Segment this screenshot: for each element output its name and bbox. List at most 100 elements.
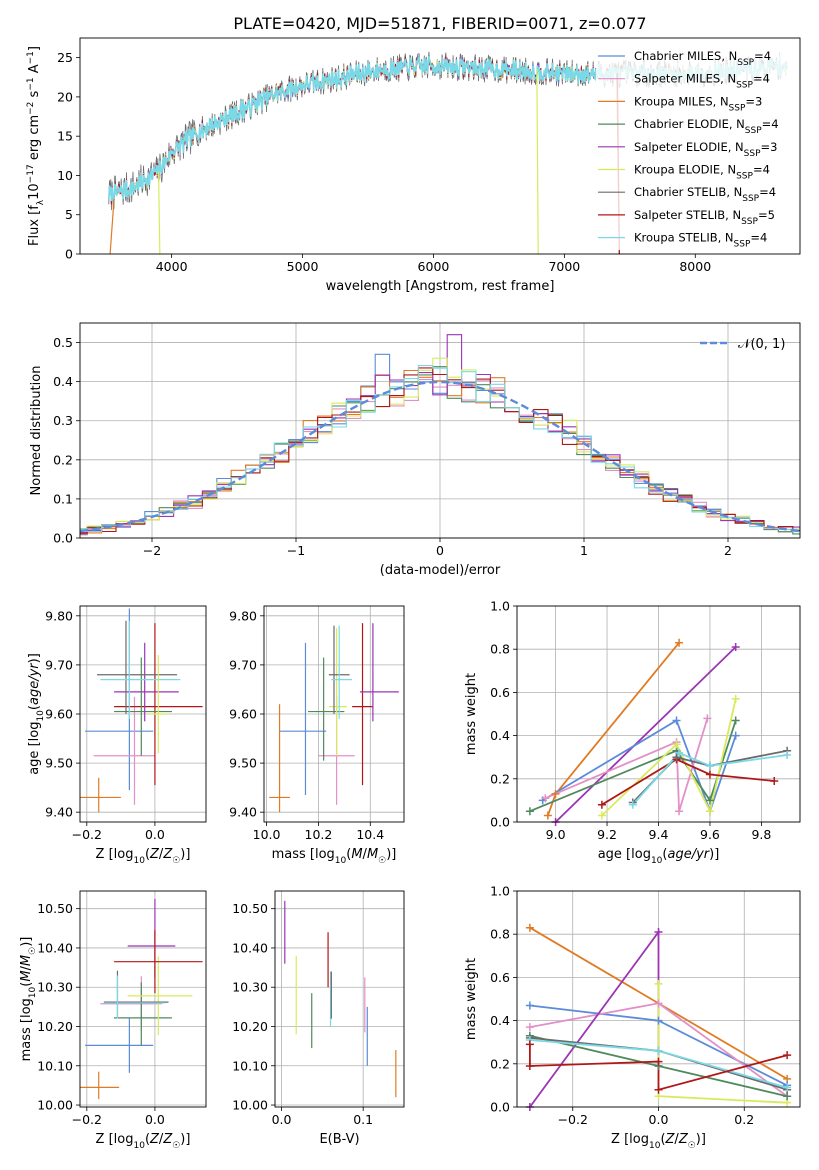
weight-marker-salpeter-miles: [541, 794, 550, 803]
x-tick-label: −1: [287, 543, 305, 558]
label-part: 10: [36, 710, 46, 722]
legend-label-kroupa-miles: Kroupa MILES, NSSP=3: [634, 94, 762, 113]
histogram-salpeter-stelib: [80, 367, 800, 534]
label-part: mass [log: [272, 847, 335, 862]
y-tick-label: 9.40: [45, 805, 73, 820]
y-tick-label: 25: [57, 50, 73, 65]
x-tick-label: 0.0: [272, 1112, 292, 1127]
label-part: =4: [750, 231, 767, 245]
label-part: SSP: [736, 172, 753, 182]
y-tick-label: 0.4: [53, 374, 73, 389]
weight-line-salpeter-miles: [544, 718, 709, 812]
y-tick-label: 10.10: [37, 1058, 73, 1073]
legend-label-chabrier-miles: Chabrier MILES, NSSP=4: [634, 49, 771, 68]
axes-frame: [516, 605, 801, 823]
y-tick-label: 0.2: [490, 771, 510, 786]
label-part: Chabrier ELODIE, N: [634, 117, 745, 131]
label-part: Z: [162, 1132, 173, 1147]
x-tick-label: 8000: [679, 259, 711, 274]
x-axis-label: Z [log10(Z/Z☉)]: [96, 847, 191, 866]
label-part: ☉: [378, 856, 386, 866]
x-tick-label: 2: [724, 543, 732, 558]
label-part: SSP: [729, 103, 746, 113]
x-tick-label: 0: [436, 543, 444, 558]
weight-marker-salpeter-stelib: [705, 770, 714, 779]
label-part: λ: [36, 199, 46, 205]
y-tick-label: 1.0: [490, 599, 510, 614]
y-tick-label: 10.40: [37, 940, 73, 955]
weight-marker-kroupa-elodie: [672, 740, 681, 749]
weight-marker-salpeter-stelib: [654, 1057, 663, 1066]
weight-marker-salpeter-miles: [703, 714, 712, 723]
y-tick-label: 0: [65, 247, 73, 262]
label-part: Kroupa ELODIE, N: [634, 163, 736, 177]
chart-age-vs-Z: −0.2 0.09.409.509.609.709.80Z [log10(Z/Z☉…: [27, 605, 207, 866]
y-tick-label: 0.4: [490, 728, 510, 743]
axes-frame: [79, 890, 207, 1108]
label-part: Z [log: [96, 1132, 134, 1147]
weight-line-chabrier-elodie: [529, 720, 737, 813]
normal-reference-curve: [80, 380, 800, 533]
label-part: )]: [27, 653, 42, 663]
histogram-chabrier-elodie: [80, 366, 800, 535]
x-tick-label: 0.2: [734, 1112, 754, 1127]
weight-marker-chabrier-elodie: [731, 716, 740, 725]
y-tick-label: 10: [57, 168, 73, 183]
y-tick-label: 1.0: [490, 884, 510, 899]
label-part: 10: [649, 1141, 661, 1151]
label-part: mass weight: [464, 673, 479, 755]
weight-marker-chabrier-elodie: [525, 807, 534, 816]
axes-frame: [79, 322, 801, 539]
spectrum-edge-kroupa-elodie: [536, 69, 539, 254]
axes-frame: [516, 890, 801, 1108]
spectrum-edge-kroupa-elodie: [157, 171, 161, 254]
y-tick-label: 9.40: [229, 805, 257, 820]
weight-marker-kroupa-stelib: [705, 761, 714, 770]
axes-frame: [79, 37, 801, 255]
legend-label-salpeter-miles: Salpeter MILES, NSSP=4: [634, 72, 770, 91]
label-part: age/yr: [27, 662, 42, 705]
x-tick-label: −0.2: [558, 1112, 588, 1127]
label-part: (: [19, 982, 34, 987]
weight-line-salpeter-elodie: [554, 646, 737, 822]
weight-marker-salpeter-stelib: [525, 1040, 534, 1049]
weight-marker-kroupa-stelib: [783, 1083, 792, 1092]
label-part: Salpeter STELIB, N: [634, 208, 741, 222]
weight-marker-salpeter-miles: [525, 1023, 534, 1032]
y-axis-label: age [log10(age/yr)]: [27, 653, 46, 775]
x-axis-label: Z [log10(Z/Z☉)]: [611, 1132, 706, 1151]
y-tick-label: 9.60: [45, 707, 73, 722]
weight-marker-kroupa-elodie: [705, 807, 714, 816]
weight-marker-salpeter-stelib: [654, 1085, 663, 1094]
weight-marker-kroupa-miles: [551, 789, 560, 798]
x-axis-label: age [log10(age/yr)]: [598, 847, 720, 866]
weight-marker-salpeter-miles: [654, 999, 663, 1008]
weight-line-salpeter-elodie: [529, 929, 660, 1107]
label-part: =4: [753, 163, 770, 177]
label-part: 10: [27, 183, 42, 200]
label-part: ☉: [172, 1141, 180, 1151]
weight-marker-kroupa-miles: [543, 811, 552, 820]
label-part: erg cm: [27, 115, 42, 164]
label-part: 10: [651, 856, 663, 866]
label-part: =5: [758, 208, 775, 222]
x-tick-label: −0.2: [72, 1112, 102, 1127]
label-part: mass [log: [19, 998, 34, 1061]
weight-marker-kroupa-elodie: [654, 979, 663, 988]
plot-area: [284, 900, 397, 1098]
y-tick-label: 10.40: [232, 940, 268, 955]
legend-label-chabrier-stelib: Chabrier STELIB, NSSP=4: [634, 185, 776, 204]
histogram-kroupa-elodie: [80, 357, 800, 531]
weight-marker-kroupa-stelib: [628, 800, 637, 809]
label-part: /: [159, 1132, 164, 1147]
label-part: Z: [678, 1132, 689, 1147]
weight-marker-salpeter-stelib: [597, 800, 606, 809]
label-part: SSP: [737, 58, 754, 68]
label-part: SSP: [742, 194, 759, 204]
label-part: s: [27, 90, 42, 101]
label-part: −17: [26, 164, 36, 183]
label-part: (: [27, 705, 42, 710]
x-axis-label: (data-model)/error: [380, 563, 501, 578]
y-tick-label: 0.1: [53, 491, 73, 506]
normal-legend-label: 𝒩(0, 1): [738, 337, 785, 352]
